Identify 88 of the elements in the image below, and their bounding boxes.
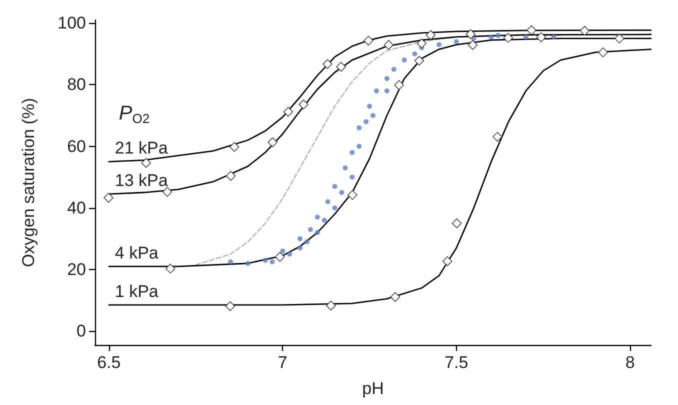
point [322, 218, 327, 223]
point [374, 88, 379, 94]
point [262, 258, 268, 263]
point [166, 264, 176, 274]
point [304, 239, 310, 244]
x-tick-label: 7 [278, 353, 288, 372]
point [298, 236, 303, 242]
point [325, 199, 330, 204]
point [416, 38, 427, 48]
point [526, 25, 536, 36]
point [367, 104, 372, 109]
point [270, 259, 275, 264]
point [364, 119, 369, 124]
point [436, 42, 442, 48]
point [162, 186, 172, 197]
point [384, 88, 390, 94]
point [332, 184, 338, 189]
point [364, 36, 374, 46]
point [226, 170, 236, 181]
point [283, 106, 294, 117]
point [225, 301, 236, 312]
point [503, 32, 514, 43]
y-tick-label: 60 [67, 136, 86, 156]
point [104, 192, 114, 203]
point [442, 256, 452, 266]
point [332, 205, 338, 210]
point [370, 113, 376, 118]
point [414, 56, 424, 66]
point [274, 252, 285, 262]
series-label: 13 kPa [114, 171, 168, 190]
point [426, 30, 436, 40]
point [350, 174, 355, 180]
point [141, 158, 151, 168]
x-tick-label: 7.5 [444, 353, 468, 372]
point [466, 29, 476, 40]
y-tick-label: 0 [76, 322, 86, 341]
x-axis-title: pH [362, 379, 384, 398]
point [322, 59, 332, 69]
point [245, 260, 250, 266]
y-tick-label: 80 [67, 75, 86, 94]
point [523, 34, 528, 40]
point [268, 137, 278, 148]
point [314, 230, 320, 236]
point [580, 26, 590, 36]
point [454, 39, 459, 44]
point [390, 292, 400, 302]
point [229, 142, 240, 152]
point [536, 32, 546, 42]
line-series [195, 34, 562, 266]
point [384, 76, 390, 82]
point [308, 226, 313, 232]
point [314, 214, 320, 220]
series-label: 21 kPa [114, 138, 168, 158]
point [551, 34, 556, 40]
x-tick-label: 6.5 [97, 353, 121, 372]
y-tick-label: 20 [67, 260, 86, 280]
point [598, 47, 608, 58]
point [348, 190, 358, 200]
point [468, 40, 478, 50]
point [350, 150, 355, 155]
point [280, 248, 286, 254]
y-tick-label: 40 [67, 198, 86, 218]
y-axis-title: Oxygen saturation (%) [19, 98, 38, 268]
point [394, 80, 404, 90]
line-series [108, 48, 652, 306]
point [356, 144, 362, 149]
point [342, 165, 348, 170]
point [452, 218, 462, 228]
point [496, 32, 501, 38]
point [287, 252, 292, 257]
series-label: 1 kPa [114, 282, 159, 301]
series-label: 4 kPa [114, 243, 159, 262]
point [298, 245, 303, 250]
point [614, 34, 624, 44]
x-tick-label: 8 [625, 353, 635, 372]
point [384, 40, 394, 50]
point [298, 100, 308, 110]
point [488, 34, 494, 40]
point [492, 132, 502, 142]
point [402, 58, 407, 63]
point [356, 125, 362, 130]
point [391, 66, 396, 72]
y-tick-label: 100 [58, 14, 86, 33]
point [412, 51, 418, 56]
point [339, 190, 344, 196]
point [228, 259, 234, 264]
point [336, 62, 346, 72]
point [326, 300, 336, 310]
